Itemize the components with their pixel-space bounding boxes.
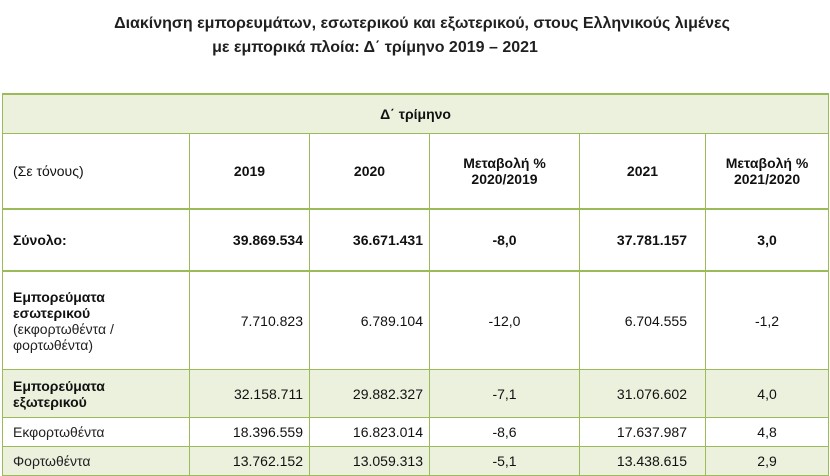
quarter-header-row: Δ΄ τρίμηνο [1, 93, 830, 134]
cell-loaded-2020: 13.059.313 [309, 446, 430, 476]
cell-unloaded-2020: 16.823.014 [309, 417, 430, 447]
table-row-loaded: Φορτωθέντα 13.762.152 13.059.313 -5,1 13… [2, 446, 830, 476]
cell-domestic-2021: 6.704.555 [579, 270, 706, 370]
cargo-statistics-table: Δ΄ τρίμηνο (Σε τόνους) 2019 2020 Μεταβολ… [1, 93, 830, 476]
cell-loaded-change-1: -5,1 [429, 446, 580, 476]
cell-unloaded-2019: 18.396.559 [189, 417, 310, 447]
row-label-foreign-line2: εξωτερικού [13, 393, 87, 410]
cell-total-change-1: -8,0 [429, 208, 580, 272]
header-change-2021-2020-line1: Μεταβολή % [725, 155, 809, 171]
cell-foreign-2020: 29.882.327 [309, 369, 430, 418]
table-row-foreign: Εμπορεύματα εξωτερικού 32.158.711 29.882… [2, 369, 830, 418]
cell-total-2020: 36.671.431 [309, 208, 430, 272]
header-change-2020-2019-line2: 2020/2019 [471, 171, 538, 187]
row-label-domestic: Εμπορεύματα εσωτερικού (εκφορτωθέντα / φ… [2, 270, 190, 370]
cell-total-change-2: 3,0 [704, 208, 830, 272]
document-title: Διακίνηση εμπορευμάτων, εσωτερικού και ε… [0, 12, 830, 60]
header-2020: 2020 [309, 133, 430, 210]
cell-domestic-change-1: -12,0 [429, 270, 580, 370]
table-row-unloaded: Εκφορτωθέντα 18.396.559 16.823.014 -8,6 … [2, 417, 830, 447]
header-2021: 2021 [579, 133, 706, 210]
cell-loaded-2019: 13.762.152 [189, 446, 310, 476]
cell-foreign-change-1: -7,1 [429, 369, 580, 418]
cell-domestic-2019: 7.710.823 [189, 270, 310, 370]
title-line-2: με εμπορικά πλοία: Δ΄ τρίμηνο 2019 – 202… [212, 39, 538, 56]
row-label-loaded: Φορτωθέντα [2, 446, 190, 476]
cell-domestic-2020: 6.789.104 [309, 270, 430, 370]
row-label-foreign: Εμπορεύματα εξωτερικού [2, 369, 190, 418]
row-label-domestic-line1: Εμπορεύματα [13, 288, 105, 305]
cell-foreign-2021: 31.076.602 [579, 369, 706, 418]
cell-unloaded-2021: 17.637.987 [579, 417, 706, 447]
row-label-domestic-line3: (εκφορτωθέντα / [13, 320, 114, 337]
cell-total-2021: 37.781.157 [579, 208, 706, 272]
cell-unloaded-change-1: -8,6 [429, 417, 580, 447]
header-2019: 2019 [189, 133, 310, 210]
cell-unloaded-change-2: 4,8 [704, 417, 830, 447]
title-line-1: Διακίνηση εμπορευμάτων, εσωτερικού και ε… [114, 15, 730, 32]
cell-loaded-change-2: 2,9 [704, 446, 830, 476]
header-change-2020-2019-line1: Μεταβολή % [463, 155, 546, 171]
cell-foreign-2019: 32.158.711 [189, 369, 310, 418]
header-change-2021-2020: Μεταβολή % 2021/2020 [704, 133, 830, 210]
row-label-domestic-line4: φορτωθέντα) [13, 336, 94, 353]
header-change-2021-2020-line2: 2021/2020 [733, 171, 801, 187]
row-label-unloaded: Εκφορτωθέντα [2, 417, 190, 447]
table-row-domestic: Εμπορεύματα εσωτερικού (εκφορτωθέντα / φ… [2, 270, 830, 370]
header-change-2020-2019: Μεταβολή % 2020/2019 [429, 133, 580, 210]
cell-domestic-change-2: -1,2 [704, 270, 830, 370]
unit-label: (Σε τόνους) [2, 133, 190, 210]
table-row-total: Σύνολο: 39.869.534 36.671.431 -8,0 37.78… [2, 208, 830, 272]
row-label-foreign-line1: Εμπορεύματα [13, 377, 105, 394]
cell-total-2019: 39.869.534 [189, 208, 310, 272]
row-label-total: Σύνολο: [2, 208, 190, 272]
cell-loaded-2021: 13.438.615 [579, 446, 706, 476]
quarter-label: Δ΄ τρίμηνο [1, 93, 830, 134]
row-label-domestic-line2: εσωτερικού [13, 304, 91, 321]
cell-foreign-change-2: 4,0 [704, 369, 830, 418]
column-header-row: (Σε τόνους) 2019 2020 Μεταβολή % 2020/20… [2, 133, 830, 210]
